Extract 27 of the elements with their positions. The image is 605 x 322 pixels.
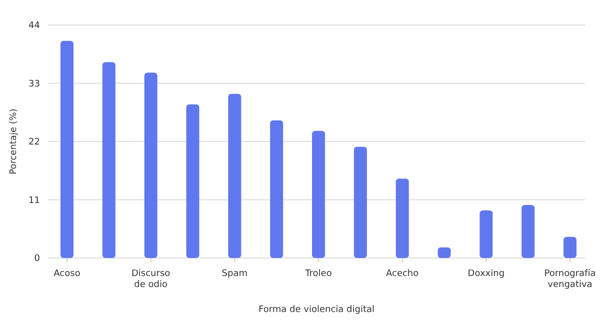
bar	[312, 130, 325, 258]
x-tick-label: Doxxing	[468, 269, 505, 279]
x-tick-label: Troleo	[304, 269, 332, 279]
y-tick-label: 33	[28, 79, 40, 90]
bar	[144, 72, 158, 258]
bar	[522, 205, 535, 258]
y-tick-label: 11	[28, 196, 40, 206]
bar	[396, 178, 409, 258]
y-tick-label: 22	[28, 138, 40, 148]
bar	[228, 94, 242, 258]
bar	[564, 236, 576, 258]
x-axis-title: Forma de violencia digital	[258, 305, 375, 315]
bar	[354, 146, 367, 258]
bar	[102, 62, 116, 258]
y-tick-label: 0	[34, 254, 40, 264]
bar	[60, 40, 74, 258]
bar	[270, 120, 284, 258]
x-tick-label: Discurso de odio	[131, 269, 171, 290]
x-tick-label: Acoso	[54, 269, 81, 279]
y-tick-label: 44	[28, 21, 40, 32]
bar	[480, 210, 493, 258]
x-tick-label: Acecho	[386, 269, 420, 279]
bar	[186, 104, 200, 258]
x-tick-label: Pornografía vengativa	[544, 268, 596, 290]
bar	[438, 247, 451, 258]
y-axis-title: Porcentaje (%)	[9, 108, 19, 174]
x-tick-label: Spam	[222, 269, 248, 279]
